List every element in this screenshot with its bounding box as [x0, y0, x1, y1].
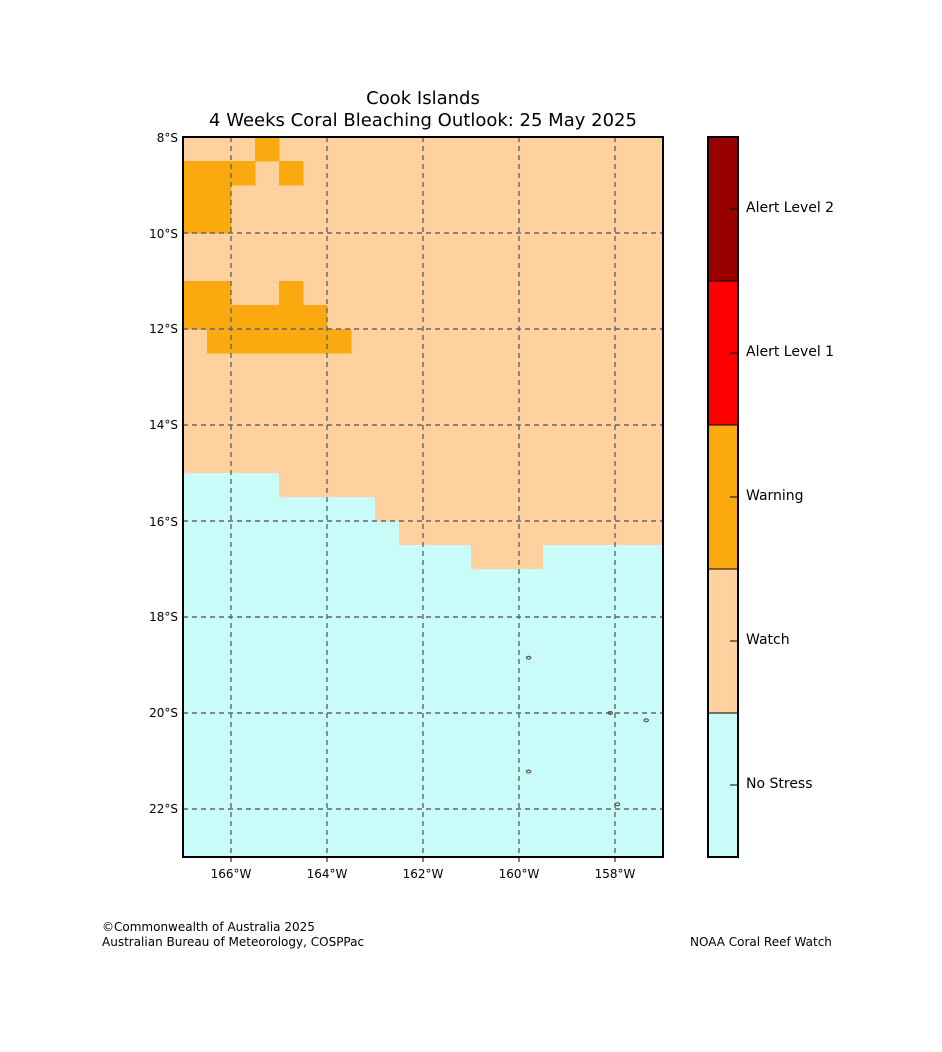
- map-plot-area: [182, 136, 664, 862]
- island-outline: [643, 718, 650, 723]
- lon-label-162w: 162°W: [402, 867, 444, 881]
- lon-label-164w: 164°W: [306, 867, 348, 881]
- island-outline: [607, 710, 614, 715]
- lon-label-160w: 160°W: [498, 867, 540, 881]
- lat-label-8s: 8°S: [156, 131, 178, 145]
- lat-label-20s: 20°S: [149, 706, 178, 720]
- lat-label-18s: 18°S: [149, 610, 178, 624]
- warning-cell: [207, 329, 232, 354]
- no-stress-region: [375, 521, 399, 857]
- warning-cell: [279, 329, 304, 354]
- lat-label-16s: 16°S: [149, 515, 178, 529]
- footer-copyright: ©Commonwealth of Australia 2025: [102, 920, 315, 934]
- colorbar-label-no-stress: No Stress: [746, 776, 813, 792]
- warning-cell: [255, 137, 280, 162]
- warning-cell: [255, 305, 280, 330]
- warning-cell: [303, 305, 328, 330]
- map-title: Cook Islands: [366, 88, 480, 109]
- warning-cell: [183, 305, 208, 330]
- no-stress-region: [543, 545, 663, 857]
- warning-cell: [183, 209, 208, 234]
- no-stress-region: [399, 545, 471, 857]
- warning-cell: [183, 161, 208, 186]
- map-frame: [182, 136, 664, 858]
- warning-cell: [327, 329, 352, 354]
- warning-cell: [207, 185, 232, 210]
- no-stress-region: [231, 473, 279, 857]
- warning-cell: [279, 161, 304, 186]
- lon-label-166w: 166°W: [210, 867, 252, 881]
- warning-cell: [207, 209, 232, 234]
- warning-cell: [279, 281, 304, 306]
- warning-cell: [207, 161, 232, 186]
- lat-label-22s: 22°S: [149, 802, 178, 816]
- warning-cell: [231, 305, 256, 330]
- colorbar-label-watch: Watch: [746, 632, 790, 648]
- island-outline: [525, 769, 532, 774]
- warning-cell: [231, 329, 256, 354]
- colorbar-label-alert-level-2: Alert Level 2: [746, 200, 835, 216]
- colorbar-label-alert-level-1: Alert Level 1: [746, 344, 835, 360]
- footer-agency: Australian Bureau of Meteorology, COSPPa…: [102, 935, 365, 949]
- colorbar-frame: [707, 136, 739, 858]
- warning-cell: [255, 329, 280, 354]
- footer-source: NOAA Coral Reef Watch: [690, 935, 832, 949]
- lon-label-158w: 158°W: [594, 867, 636, 881]
- warning-cell: [303, 329, 328, 354]
- lat-label-10s: 10°S: [149, 227, 178, 241]
- colorbar-label-warning: Warning: [746, 488, 804, 504]
- island-outline: [614, 802, 621, 807]
- lat-label-14s: 14°S: [149, 418, 178, 432]
- island-outline: [525, 655, 532, 660]
- warning-cell: [183, 281, 208, 306]
- map-subtitle: 4 Weeks Coral Bleaching Outlook: 25 May …: [209, 110, 637, 131]
- warning-cell: [207, 305, 232, 330]
- warning-cell: [231, 161, 256, 186]
- warning-cell: [279, 305, 304, 330]
- colorbar: [707, 136, 739, 858]
- warning-cell: [207, 281, 232, 306]
- no-stress-region: [183, 473, 231, 857]
- warning-cell: [183, 185, 208, 210]
- lat-label-12s: 12°S: [149, 322, 178, 336]
